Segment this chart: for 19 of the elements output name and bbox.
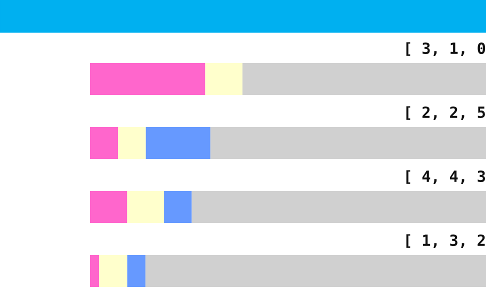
annotation: [ 3, 1, 0 [406, 42, 486, 56]
bar [90, 255, 100, 287]
bar [99, 255, 128, 287]
bar [90, 127, 118, 159]
annotation: [ 2, 2, 5 [406, 106, 485, 120]
bar [146, 127, 210, 159]
bar [205, 63, 242, 95]
bar [90, 63, 206, 95]
bar [192, 191, 486, 223]
bar [127, 191, 164, 223]
annotation: [ 1, 3, 2 [406, 234, 485, 248]
bar [90, 191, 128, 223]
bar [210, 127, 486, 159]
bar [118, 127, 146, 159]
bar [242, 63, 486, 95]
bar [164, 191, 192, 223]
bar [145, 255, 486, 287]
bar [127, 255, 146, 287]
annotation: [ 4, 4, 3 [406, 170, 486, 184]
